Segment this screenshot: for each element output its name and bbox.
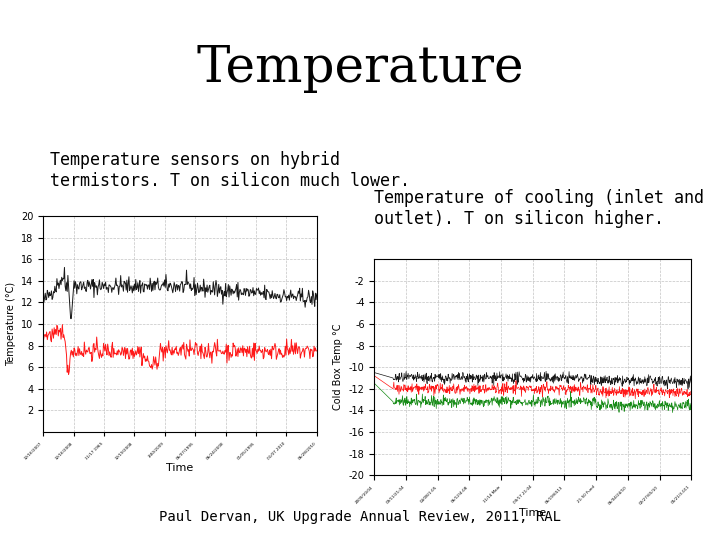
Text: Temperature sensors on hybrid
termistors. T on silicon much lower.: Temperature sensors on hybrid termistors… xyxy=(50,151,410,190)
Text: Temperature: Temperature xyxy=(196,43,524,93)
Text: Temperature of cooling (inlet and
outlet). T on silicon higher.: Temperature of cooling (inlet and outlet… xyxy=(374,189,704,228)
Y-axis label: Cold Box Temp °C: Cold Box Temp °C xyxy=(333,324,343,410)
Y-axis label: Temperature (°C): Temperature (°C) xyxy=(6,282,16,366)
X-axis label: Time: Time xyxy=(166,463,194,474)
X-axis label: Time: Time xyxy=(519,508,546,518)
Text: Paul Dervan, UK Upgrade Annual Review, 2011, RAL: Paul Dervan, UK Upgrade Annual Review, 2… xyxy=(159,510,561,524)
